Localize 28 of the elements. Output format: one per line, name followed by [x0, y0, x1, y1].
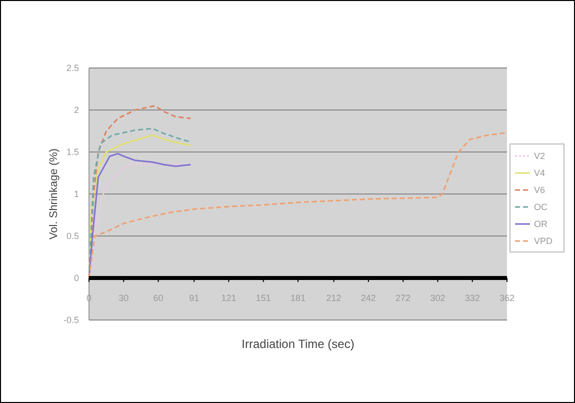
y-tick-label: 2.5	[66, 63, 79, 73]
x-tick-label: 272	[396, 293, 411, 303]
y-tick-label: 1	[74, 189, 79, 199]
legend-label: VPD	[534, 236, 554, 246]
x-tick-label: 181	[290, 293, 306, 303]
x-tick-label: 151	[256, 293, 271, 303]
x-tick-label: 302	[430, 293, 446, 303]
x-axis-title: Irradiation Time (sec)	[242, 337, 354, 351]
x-tick-label: 91	[189, 293, 200, 303]
legend-label: OC	[534, 202, 548, 212]
x-tick-label: 242	[360, 293, 376, 303]
y-axis-title: Vol. Shrinkage (%)	[48, 148, 60, 240]
legend-label: OR	[534, 219, 548, 229]
y-tick-label: 0	[74, 273, 79, 283]
legend-label: V2	[534, 151, 546, 161]
x-tick-label: 362	[499, 293, 515, 303]
legend-label: V6	[534, 185, 546, 195]
x-tick-label: 332	[464, 293, 480, 303]
x-tick-label: 60	[153, 293, 164, 303]
y-tick-label: -0.5	[63, 315, 79, 325]
y-tick-label: 1.5	[66, 147, 79, 157]
legend-label: V4	[534, 168, 546, 178]
line-series	[88, 132, 508, 279]
y-tick-label: 2	[74, 105, 79, 115]
x-tick-label: 212	[326, 293, 342, 303]
x-tick-label: 121	[221, 293, 236, 303]
y-tick-label: 0.5	[66, 231, 79, 241]
x-tick-label: 30	[118, 293, 129, 303]
